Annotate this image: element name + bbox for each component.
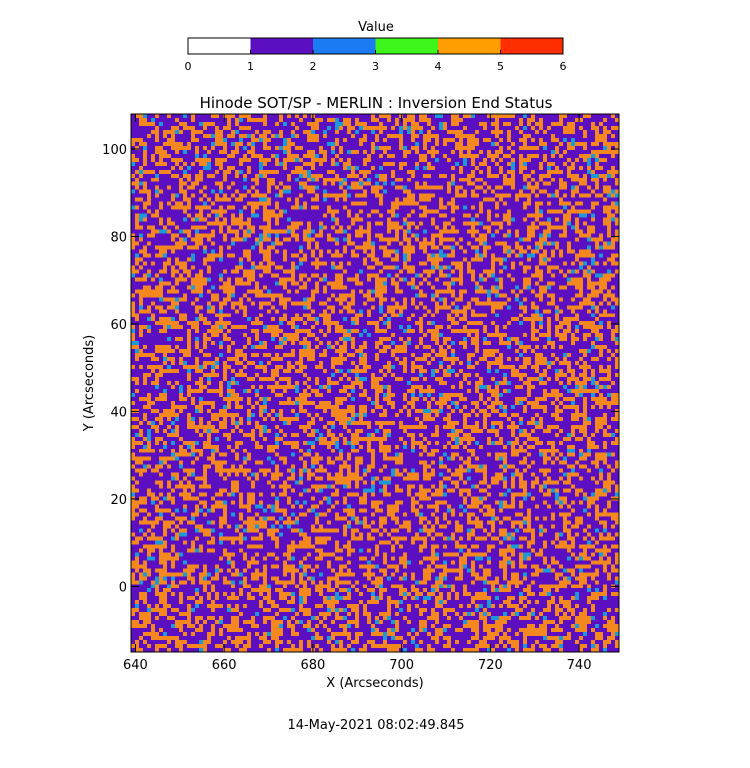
- y-axis-label: Y (Arcseconds): [82, 335, 97, 432]
- x-tick-label: 640: [123, 658, 148, 673]
- x-tick-label: 660: [212, 658, 237, 673]
- colorbar-segment: [188, 38, 251, 54]
- y-tick-label: 60: [110, 318, 127, 333]
- x-tick-label: 740: [567, 658, 592, 673]
- colorbar-tick-label: 6: [560, 60, 567, 73]
- colorbar-tick-label: 3: [372, 60, 379, 73]
- x-axis: 640 660 680 700 720 740: [123, 114, 591, 673]
- colorbar-segments: [188, 38, 563, 54]
- colorbar-segment: [438, 38, 501, 54]
- y-tick-label: 40: [110, 405, 127, 420]
- x-tick-label: 680: [300, 658, 325, 673]
- y-tick-label: 80: [110, 230, 127, 245]
- heatmap-image: [131, 114, 619, 652]
- x-tick-label: 700: [389, 658, 414, 673]
- colorbar-segment: [313, 38, 376, 54]
- colorbar-label: Value: [358, 20, 394, 35]
- y-axis: 0 20 40 60 80 100: [102, 143, 619, 595]
- plot-frame: [130, 113, 620, 653]
- colorbar-tick-label: 5: [497, 60, 504, 73]
- colorbar-segment: [250, 38, 313, 54]
- colorbar-segment: [375, 38, 438, 54]
- colorbar-ticks: 0 1 2 3 4 5 6: [185, 50, 567, 73]
- colorbar-tick-label: 4: [435, 60, 442, 73]
- y-tick-label: 20: [110, 493, 127, 508]
- x-axis-label: X (Arcseconds): [326, 676, 423, 691]
- y-tick-label: 100: [102, 143, 127, 158]
- colorbar-tick-label: 0: [185, 60, 192, 73]
- colorbar-tick-label: 1: [247, 60, 254, 73]
- colorbar-segment: [500, 38, 563, 54]
- x-tick-label: 720: [478, 658, 503, 673]
- colorbar: Value 0 1 2 3 4 5 6: [185, 20, 567, 73]
- colorbar-tick-label: 2: [310, 60, 317, 73]
- y-tick-label: 0: [119, 580, 127, 595]
- timestamp: 14-May-2021 08:02:49.845: [287, 718, 464, 733]
- chart-title: Hinode SOT/SP - MERLIN : Inversion End S…: [200, 94, 553, 112]
